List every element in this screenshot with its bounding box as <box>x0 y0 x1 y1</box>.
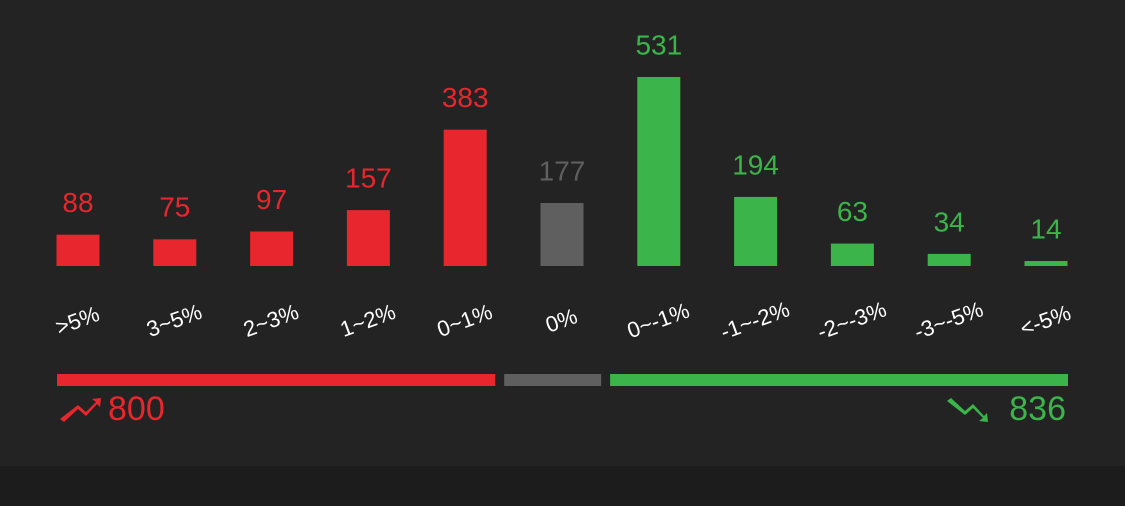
bar <box>153 239 197 266</box>
bar <box>927 253 971 266</box>
down-segment <box>610 374 1068 386</box>
value-label: 63 <box>837 196 868 227</box>
value-label: 177 <box>539 155 586 186</box>
value-label: 157 <box>345 163 392 194</box>
bar <box>734 196 778 266</box>
value-label: 97 <box>256 184 287 215</box>
value-label: 194 <box>732 149 779 180</box>
bar <box>346 210 390 266</box>
down-count: 836 <box>1009 390 1066 428</box>
value-label: 383 <box>442 82 489 113</box>
bar <box>1024 261 1068 266</box>
bar <box>637 77 681 266</box>
up-segment <box>57 374 496 386</box>
bar <box>443 129 487 266</box>
footer-strip <box>0 466 1125 506</box>
value-label: 531 <box>635 29 682 60</box>
flat-segment <box>504 374 602 386</box>
bar <box>56 234 100 266</box>
up-icon <box>60 398 101 422</box>
bar <box>540 203 584 266</box>
value-label: 88 <box>62 187 93 218</box>
value-label: 34 <box>934 206 965 237</box>
up-count: 800 <box>108 390 165 428</box>
bar <box>250 231 294 266</box>
value-label: 75 <box>159 192 190 223</box>
down-icon <box>947 398 988 422</box>
bar <box>830 243 874 266</box>
value-label: 14 <box>1030 213 1061 244</box>
